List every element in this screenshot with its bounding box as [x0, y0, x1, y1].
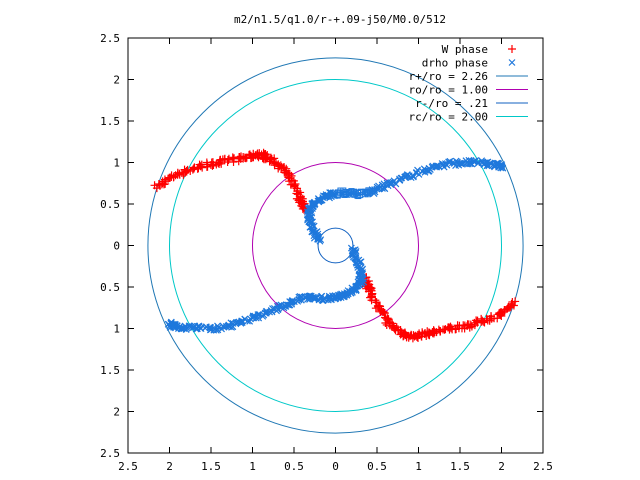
legend-label: W phase [442, 43, 488, 56]
plus-marker [424, 330, 433, 339]
series-0 [150, 148, 520, 343]
x-tick-label: 1.5 [201, 460, 221, 473]
plus-marker [511, 297, 520, 306]
x-tick-label: 0.5 [367, 460, 387, 473]
x-tick-label: 2.5 [118, 460, 138, 473]
plus-marker [198, 163, 207, 172]
plus-marker [371, 296, 380, 305]
y-tick-label: 0.5 [100, 198, 120, 211]
plus-marker [208, 161, 217, 170]
legend-label: r-/ro = .21 [415, 97, 488, 110]
circle-2 [317, 227, 354, 264]
plus-marker [509, 301, 518, 310]
legend-label: rc/ro = 2.00 [409, 111, 488, 124]
cross-marker [167, 318, 175, 326]
y-tick-label: 1 [113, 323, 120, 336]
y-tick-label: 1 [113, 157, 120, 170]
cross-marker [403, 171, 411, 179]
y-tick-label: 2 [113, 74, 120, 87]
cross-marker [380, 184, 388, 192]
x-tick-label: 0 [332, 460, 339, 473]
plus-marker [291, 180, 300, 189]
legend-label: drho phase [422, 57, 488, 70]
x-tick-label: 1 [415, 460, 422, 473]
y-tick-label: 0.5 [100, 281, 120, 294]
cross-marker [322, 191, 330, 198]
legend-label: ro/ro = 1.00 [409, 84, 488, 97]
plus-marker [288, 176, 297, 185]
plus-marker [181, 167, 190, 176]
plus-marker [451, 325, 460, 334]
cross-marker [164, 320, 172, 328]
cross-marker [335, 293, 343, 301]
plus-marker [230, 154, 239, 163]
cross-marker [466, 160, 474, 168]
cross-marker [259, 312, 267, 320]
plus-marker [169, 172, 178, 181]
cross-marker [202, 323, 210, 331]
y-tick-label: 0 [113, 240, 120, 253]
cross-marker [432, 162, 440, 170]
circle-3 [169, 79, 502, 412]
y-tick-label: 1.5 [100, 115, 120, 128]
plus-marker [508, 45, 516, 53]
cross-marker [390, 177, 398, 185]
plus-marker [505, 303, 514, 312]
y-tick-label: 2.5 [100, 447, 120, 460]
cross-marker [508, 59, 516, 66]
plus-marker [413, 330, 422, 339]
cross-marker [309, 228, 317, 236]
data-points [150, 148, 520, 343]
x-tick-label: 2.5 [533, 460, 553, 473]
circle-1 [252, 162, 419, 329]
cross-marker [255, 314, 263, 322]
cross-marker [270, 304, 278, 312]
plus-marker [266, 155, 275, 164]
reference-circles [147, 57, 524, 434]
plus-marker [485, 316, 494, 325]
y-tick-label: 2 [113, 406, 120, 419]
plus-marker [473, 318, 482, 327]
cross-marker [386, 179, 394, 187]
x-tick-label: 2 [498, 460, 505, 473]
legend-label: r+/ro = 2.26 [409, 70, 488, 83]
cross-marker [304, 211, 311, 219]
cross-marker [294, 297, 302, 305]
chart-title: m2/n1.5/q1.0/r-+.09-j50/M0.0/512 [234, 13, 446, 26]
x-tick-label: 2 [166, 460, 173, 473]
axis-ticks: 2.5 2 1.5 1 0.5 0 0.5 1 1.5 2 2.52.521.510.500.511… [100, 32, 553, 473]
cross-marker [235, 318, 243, 326]
cross-marker [414, 166, 421, 174]
plus-marker [217, 159, 226, 168]
cross-marker [277, 301, 285, 309]
x-tick-label: 0.5 [284, 460, 304, 473]
y-tick-label: 2.5 [100, 32, 120, 45]
plus-marker [160, 175, 169, 184]
cross-marker [311, 294, 319, 302]
cross-marker [499, 164, 506, 172]
plus-marker [286, 180, 295, 189]
cross-marker [471, 157, 478, 165]
plus-marker [410, 332, 419, 341]
cross-marker [483, 162, 491, 170]
y-tick-label: 1.5 [100, 364, 120, 377]
series-1 [164, 156, 507, 334]
plus-marker [493, 314, 502, 323]
x-tick-label: 1 [249, 460, 256, 473]
cross-marker [373, 185, 381, 193]
x-tick-label: 1.5 [450, 460, 470, 473]
circle-0 [147, 57, 524, 434]
